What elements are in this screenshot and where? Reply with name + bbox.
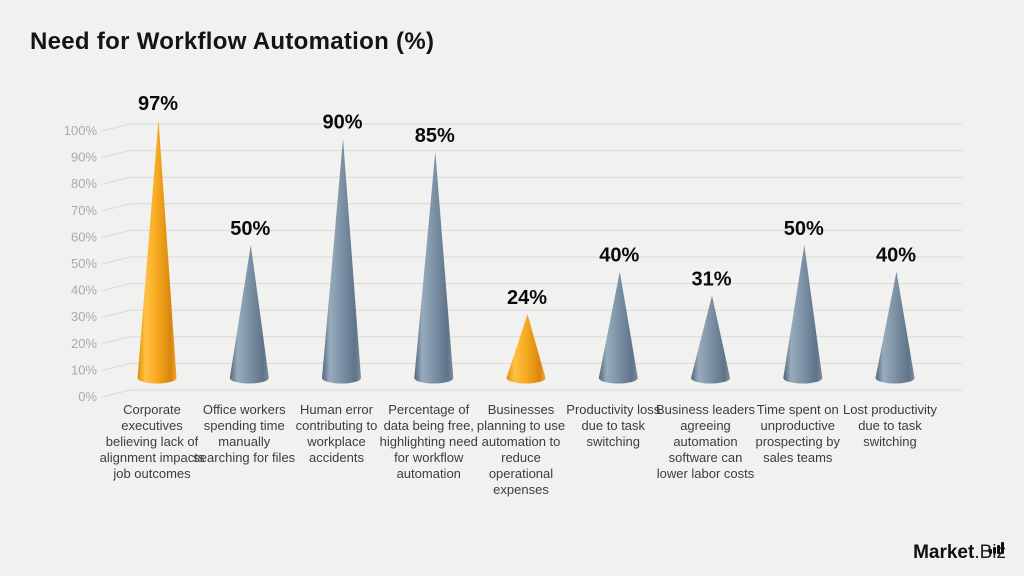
- y-tick-label: 60%: [71, 229, 97, 244]
- cone-bar[interactable]: [783, 245, 823, 384]
- y-tick-label: 50%: [71, 256, 97, 271]
- cone-bar[interactable]: [598, 271, 638, 384]
- y-axis-labels: 0% 10% 20% 30% 40% 50% 60% 70% 80% 90% 100%: [64, 123, 98, 404]
- bar-chart-icon: [989, 542, 1005, 554]
- y-tick-label: 20%: [71, 336, 97, 351]
- gridline: [101, 309, 962, 318]
- gridline: [101, 283, 962, 292]
- value-label: 50%: [784, 218, 824, 240]
- cone-bar[interactable]: [875, 271, 915, 384]
- cone-series: [137, 120, 915, 384]
- gridline: [101, 229, 962, 238]
- value-label: 50%: [230, 218, 270, 240]
- cone-bar[interactable]: [506, 314, 546, 384]
- cone-bar[interactable]: [229, 245, 269, 384]
- y-tick-label: 10%: [71, 362, 97, 377]
- gridline: [101, 362, 962, 371]
- cone-bar[interactable]: [691, 295, 730, 384]
- gridline: [101, 256, 962, 265]
- y-tick-label: 90%: [71, 150, 97, 165]
- chart-title: Need for Workflow Automation (%): [30, 28, 435, 55]
- brand-logo-text: Market: [913, 542, 1005, 563]
- gridline: [101, 203, 962, 212]
- value-label: 24%: [507, 287, 547, 309]
- value-labels: 97% 50% 90% 85% 24% 40% 31% 50% 40%: [138, 93, 916, 309]
- value-label: 40%: [876, 245, 916, 267]
- gridline: [101, 176, 962, 185]
- y-tick-label: 0%: [78, 389, 97, 404]
- grid-layer: [101, 123, 962, 398]
- gridline: [101, 389, 962, 398]
- gridline: [101, 123, 962, 132]
- value-label: 31%: [691, 269, 731, 291]
- y-tick-label: 30%: [71, 309, 97, 324]
- y-tick-label: 80%: [71, 176, 97, 191]
- cone-bar[interactable]: [137, 120, 177, 384]
- y-tick-label: 100%: [64, 123, 98, 138]
- value-label: 40%: [599, 245, 639, 267]
- gridline: [101, 150, 962, 159]
- value-label: 85%: [415, 125, 455, 147]
- value-label: 97%: [138, 93, 178, 115]
- gridline: [101, 336, 962, 345]
- brand-logo: Market.Biz: [913, 542, 1006, 564]
- y-tick-label: 40%: [71, 283, 97, 298]
- y-tick-label: 70%: [71, 203, 97, 218]
- cone-bar[interactable]: [414, 151, 454, 384]
- cone-bar[interactable]: [322, 138, 361, 384]
- value-label: 90%: [322, 112, 362, 134]
